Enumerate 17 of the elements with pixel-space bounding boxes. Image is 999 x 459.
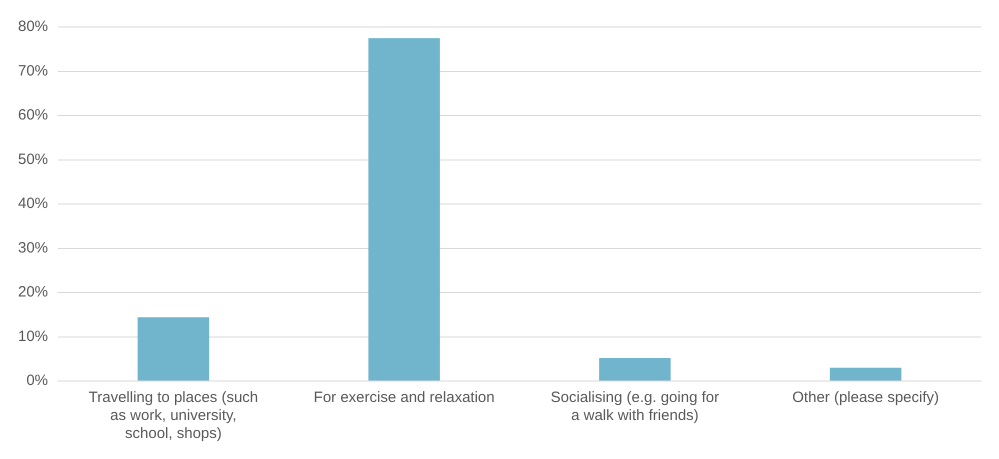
y-tick-label: 60% bbox=[18, 106, 48, 124]
y-tick-label: 80% bbox=[18, 18, 48, 36]
y-tick-label: 20% bbox=[18, 284, 48, 301]
x-tick-label: Travelling to places (such as work, university, school, shops) bbox=[88, 389, 258, 442]
y-tick-label: 30% bbox=[18, 239, 48, 256]
x-tick-label: Socialising (e.g. going for a walk with friends) bbox=[550, 389, 720, 424]
bar bbox=[138, 317, 210, 380]
y-tick-label: 70% bbox=[18, 62, 48, 80]
y-tick-label: 50% bbox=[18, 150, 48, 168]
x-tick-label: For exercise and relaxation bbox=[314, 389, 495, 406]
bar bbox=[599, 358, 671, 380]
bar bbox=[830, 368, 902, 380]
x-tick-label: Other (please specify) bbox=[792, 389, 939, 406]
y-tick-label: 0% bbox=[26, 372, 48, 390]
bar bbox=[368, 38, 440, 380]
y-tick-label: 10% bbox=[18, 328, 48, 345]
y-tick-label: 40% bbox=[18, 195, 48, 212]
